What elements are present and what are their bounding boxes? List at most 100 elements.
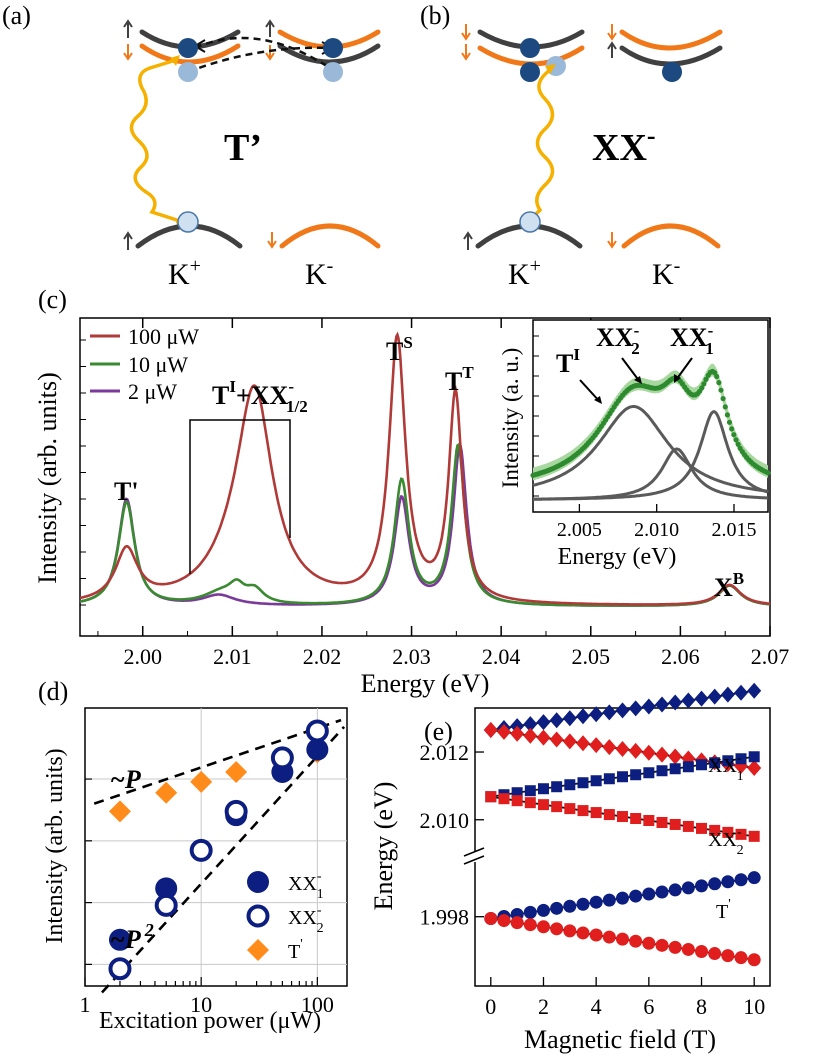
energy-point <box>734 684 749 701</box>
x-tick-label: 0 <box>485 994 496 1019</box>
energy-point <box>668 694 683 711</box>
energy-point <box>564 779 576 791</box>
energy-point <box>550 901 564 915</box>
x-tick-label: 8 <box>696 994 707 1019</box>
arrow-head-icon <box>634 376 642 384</box>
valley-k-plus: K+ <box>508 255 541 291</box>
spectra <box>79 331 771 607</box>
inset-data-point <box>722 404 728 410</box>
annot-ts: TS <box>386 333 413 366</box>
inset-data-point <box>729 426 735 432</box>
photon-wave <box>528 68 555 222</box>
tprime-label: T’ <box>224 127 262 169</box>
x-tick-label: 4 <box>591 994 602 1019</box>
panel-d: (d) 1 10 100 Excitation power (μW) Intensi… <box>38 677 348 1034</box>
spin-up-arrow-icon <box>123 19 133 38</box>
inset-data-point <box>714 373 720 380</box>
energy-point <box>694 690 709 707</box>
energy-point <box>617 811 628 823</box>
inset-y-label: Intensity (a. u.) <box>498 348 523 489</box>
inset-x-tick-label: 2.005 <box>557 519 602 541</box>
xx2-point <box>108 957 132 981</box>
photon-wave <box>129 58 184 224</box>
conduction-band-down <box>619 29 723 51</box>
energy-point <box>629 934 643 948</box>
xx1-point <box>108 928 131 951</box>
energy-point <box>747 871 761 885</box>
inset: 2.005 2.010 2.015 Energy (eV) Intensity (a… <box>498 319 771 570</box>
energy-point <box>562 710 577 727</box>
inset-xx2: XX-2 <box>596 321 640 358</box>
energy-point <box>577 777 589 789</box>
energy-point <box>655 696 670 713</box>
energy-point <box>549 731 564 748</box>
spin-down-arrow-icon <box>267 232 277 249</box>
x-tick-label: 2.02 <box>303 644 342 669</box>
y-axis-label: Intensity (arb. units) <box>33 372 62 584</box>
energy-point <box>655 885 669 899</box>
energy-point <box>721 875 735 889</box>
energy-point <box>707 688 722 705</box>
panel-b: (b) XX- K+ K- <box>420 1 723 291</box>
xx-minus-label: XX- <box>592 121 656 169</box>
inset-component-curve <box>533 409 769 501</box>
x-tick-label: 1 <box>80 992 91 1017</box>
inset-data-point <box>718 387 724 393</box>
energy-point <box>483 722 498 739</box>
xx2-point <box>154 893 178 917</box>
energy-point <box>523 918 537 932</box>
inset-data-point <box>703 376 709 382</box>
energy-point <box>748 830 760 842</box>
legend-2: 2 μW <box>128 379 177 404</box>
range-bracket <box>189 419 291 574</box>
x-axis-ticks: 2.00 2.01 2.02 2.03 2.04 2.05 2.06 2.07 <box>97 318 790 669</box>
inset-data-point <box>720 396 726 402</box>
electron <box>520 38 540 58</box>
spin-down-arrow-icon <box>123 44 133 61</box>
energy-point <box>747 953 761 967</box>
energy-point <box>484 912 498 926</box>
energy-point <box>695 879 709 893</box>
energy-point <box>629 889 643 903</box>
x-tick-label: 2.05 <box>572 644 611 669</box>
fit-line <box>93 718 342 805</box>
conduction-band-up <box>277 43 381 65</box>
inset-xx1: XX-1 <box>670 321 714 358</box>
energy-point <box>524 785 536 797</box>
energy-point <box>708 877 722 891</box>
marks-d <box>93 718 346 994</box>
annot-xb: XB <box>714 569 744 602</box>
energy-point <box>681 692 696 709</box>
energy-point <box>590 807 602 819</box>
energy-point <box>564 803 576 815</box>
inset-ti: TI <box>556 345 580 378</box>
label-xx2: XX-2 <box>708 825 744 858</box>
electron <box>323 62 343 82</box>
spectrum-line <box>79 331 771 606</box>
electron <box>178 38 198 58</box>
energy-point <box>681 942 695 956</box>
energy-point <box>602 930 616 944</box>
energy-point <box>655 746 670 763</box>
x-tick-label: 2.07 <box>751 644 790 669</box>
energy-point <box>643 814 655 826</box>
x-axis-label-e: Magnetic field (T) <box>524 1025 716 1054</box>
x-tick-label: 2.03 <box>392 644 431 669</box>
marks-e <box>483 682 762 967</box>
panel-e: (e) 0 2 4 6 8 10 1.998 2.010 2.012 Magnetic fiel… <box>369 682 771 1054</box>
energy-point <box>656 765 668 777</box>
x-axis-label-d: Excitation power (μW) <box>99 1008 321 1034</box>
energy-point <box>642 936 656 950</box>
energy-point <box>615 702 630 719</box>
energy-point <box>602 739 617 756</box>
energy-point <box>630 769 642 781</box>
valence-band-down <box>621 223 721 249</box>
conduction-band-down <box>139 43 241 65</box>
inset-data-point <box>716 380 722 386</box>
xx1-point <box>155 877 178 900</box>
y-tick-label: 2.010 <box>420 808 470 833</box>
energy-point <box>485 791 497 803</box>
inset-data-point <box>724 412 731 418</box>
energy-point <box>722 755 734 767</box>
